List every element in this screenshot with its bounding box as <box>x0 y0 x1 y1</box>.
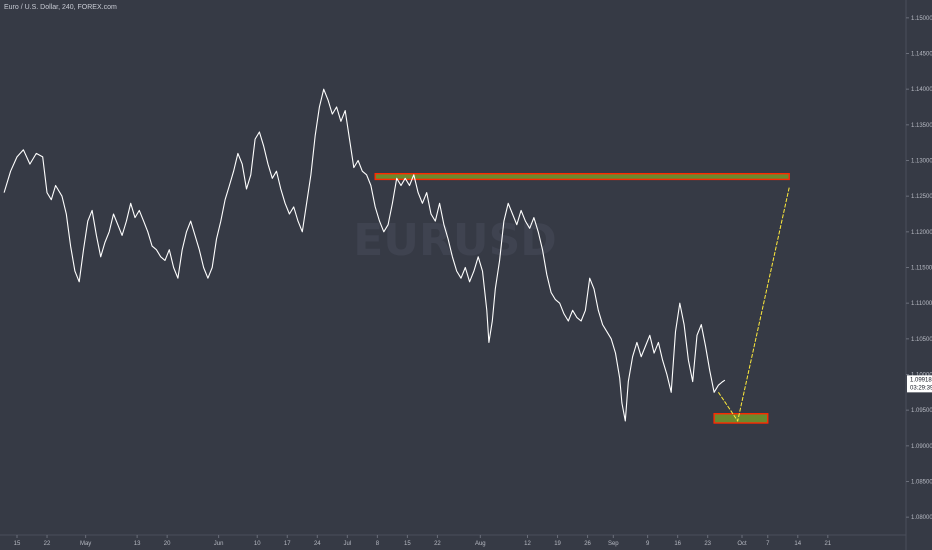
time-tick-label: 15 <box>14 541 21 547</box>
time-tick-label: 17 <box>284 541 291 547</box>
time-tick-label: 24 <box>314 541 321 547</box>
price-tick-label: 1.11500 <box>911 266 932 272</box>
price-tick-label: 1.10500 <box>911 337 932 343</box>
price-tick-label: 1.12000 <box>911 230 932 236</box>
time-tick-label: 13 <box>134 541 141 547</box>
time-tick-label: 8 <box>376 541 380 547</box>
price-tick-label: 1.14000 <box>911 87 932 93</box>
current-price-tag: 1.09918 03:29:39 <box>907 375 932 393</box>
time-tick-label: May <box>80 541 91 547</box>
time-tick-label: 19 <box>554 541 561 547</box>
price-tick-label: 1.08000 <box>911 515 932 521</box>
time-tick-label: 22 <box>44 541 51 547</box>
time-tick-label: 21 <box>824 541 831 547</box>
series-layer <box>3 88 726 422</box>
time-tick-label: 10 <box>254 541 261 547</box>
price-tick-label: 1.13000 <box>911 159 932 165</box>
time-tick-label: 20 <box>164 541 171 547</box>
price-tick-label: 1.13500 <box>911 123 932 129</box>
annotation-lines-layer <box>717 187 790 423</box>
projection-line[interactable] <box>717 187 790 423</box>
symbol-watermark: EURUSD <box>353 215 557 266</box>
price-tick-label: 1.12500 <box>911 194 932 200</box>
time-tick-label: 7 <box>766 541 770 547</box>
price-tag-value: 1.09918 <box>910 377 932 383</box>
price-axis: 1.15000 1.14500 1.14000 1.13500 1.13000 1.125… <box>906 16 932 521</box>
time-tick-label: 23 <box>704 541 711 547</box>
time-tick-label: 12 <box>524 541 531 547</box>
time-tick-label: Oct <box>737 541 747 547</box>
time-tick-label: Jun <box>214 541 224 547</box>
time-tick-label: 26 <box>584 541 591 547</box>
price-tick-label: 1.09500 <box>911 408 932 414</box>
chart-title: Euro / U.S. Dollar, 240, FOREX.com <box>4 4 117 11</box>
zone-rectangle-2[interactable] <box>713 413 769 424</box>
price-tick-label: 1.15000 <box>911 16 932 22</box>
price-tick-label: 1.09000 <box>911 444 932 450</box>
price-series-line <box>3 88 726 422</box>
zones-layer <box>374 172 790 424</box>
time-tick-label: Jul <box>343 541 351 547</box>
zone-rectangle-1[interactable] <box>374 172 790 181</box>
time-tick-label: 22 <box>434 541 441 547</box>
price-tick-label: 1.14500 <box>911 52 932 58</box>
time-tick-label: Aug <box>475 541 486 547</box>
time-axis: 15 22 May 13 20 Jun 10 17 24 Jul 8 15 22 Aug 12 19 26 Sep… <box>14 535 832 547</box>
time-tick-label: Sep <box>608 541 619 547</box>
price-tick-label: 1.08500 <box>911 480 932 486</box>
time-tick-label: 15 <box>404 541 411 547</box>
time-tick-label: 16 <box>674 541 681 547</box>
price-tag-box <box>907 375 932 393</box>
time-tick-label: 14 <box>794 541 801 547</box>
time-tick-label: 9 <box>646 541 650 547</box>
price-tick-label: 1.11000 <box>911 301 932 307</box>
price-tag-countdown: 03:29:39 <box>910 385 932 391</box>
